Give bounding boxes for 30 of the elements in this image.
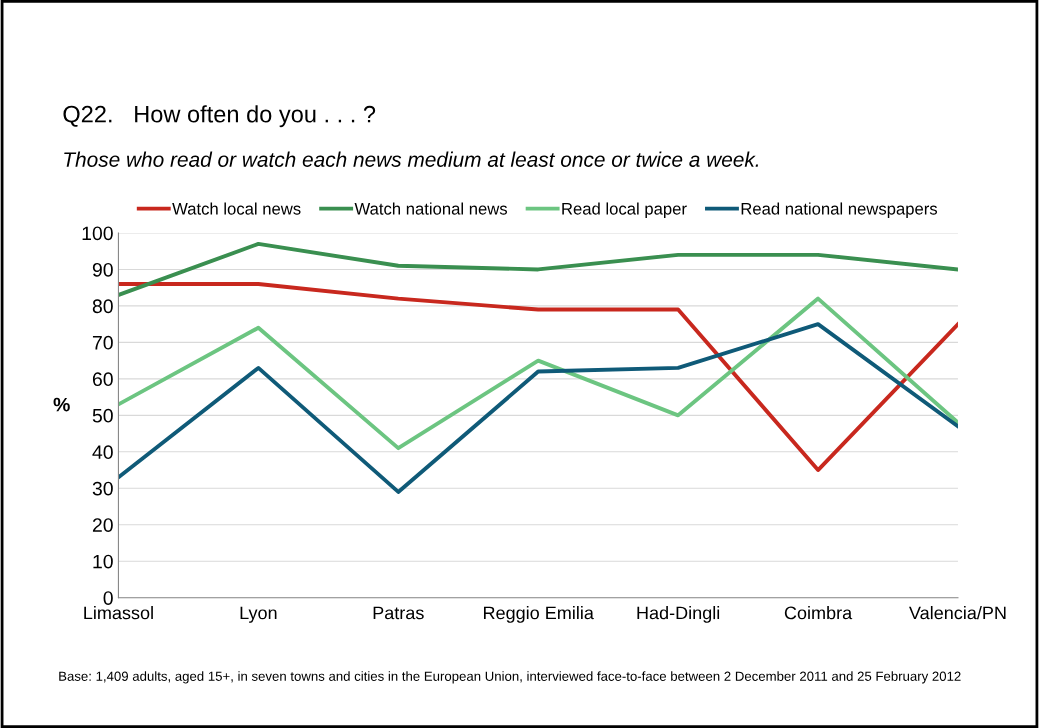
x-tick-label: Had-Dingli: [637, 606, 720, 623]
x-tick-label: Coimbra: [784, 606, 853, 620]
y-tick-label: 20: [92, 518, 113, 532]
y-tick-label: 10: [93, 554, 113, 569]
y-tick-label: 60: [92, 372, 113, 387]
legend-label: Read national newspapers: [741, 202, 938, 218]
legend-label: Read local paper: [562, 202, 687, 218]
legend-label: Watch national news: [354, 202, 508, 215]
line-series: [118, 282, 958, 472]
y-tick-label: 80: [92, 299, 113, 314]
line-series: [118, 241, 958, 297]
y-tick-label: 50: [92, 408, 113, 423]
x-tick-label: Lyon: [240, 606, 277, 623]
text: Base: 1,409 adults, aged 15+, in seven towns and cities in the European Union, interviewed face-to-face between 2 December 2011 and 25 February 2012: [59, 671, 961, 684]
y-tick-label: 30: [92, 481, 113, 496]
y-tick-label: 0: [103, 591, 113, 605]
x-tick-label: Valencia/PN: [909, 606, 1006, 620]
x-tick-label: Patras: [373, 606, 424, 620]
y-tick-label: 70: [92, 335, 113, 350]
x-tick-label: Reggio Emilia: [483, 606, 594, 623]
line-series: [118, 296, 958, 451]
x-tick-label: Limassol: [84, 606, 153, 620]
y-tick-label: 100: [82, 226, 113, 241]
y-tick-label: 90: [92, 262, 113, 277]
chart-subtitle: Those who read or watch each news medium at least once or twice a week.: [64, 151, 759, 167]
y-axis-title: %: [53, 397, 70, 412]
line-series: [118, 322, 958, 494]
y-tick-label: 40: [92, 445, 113, 460]
legend-label: Watch local news: [172, 202, 301, 215]
chart-title: Q22. How often do you . . . ?: [63, 105, 376, 128]
